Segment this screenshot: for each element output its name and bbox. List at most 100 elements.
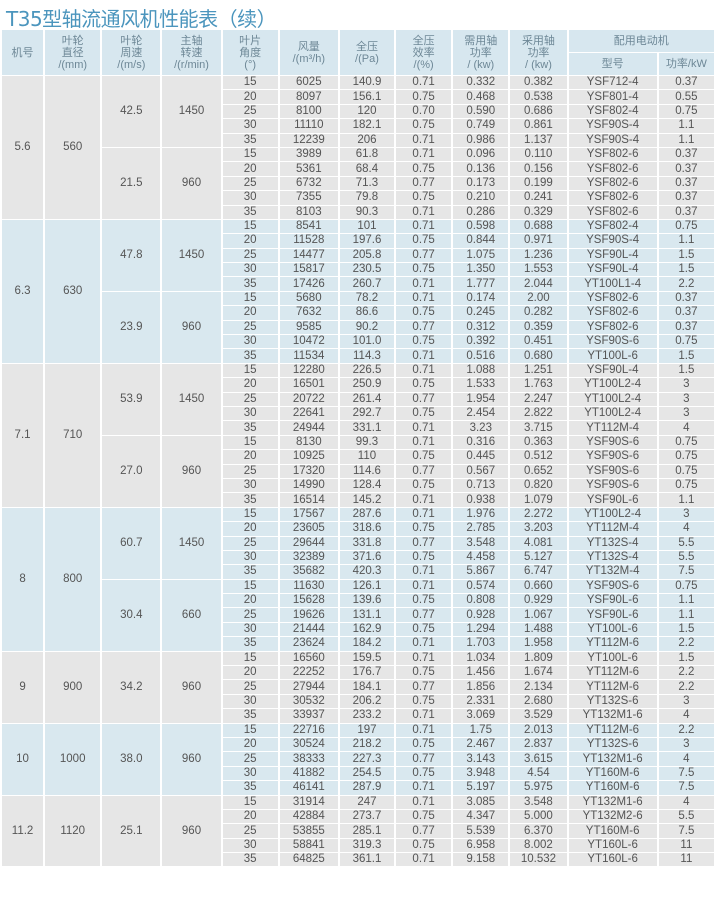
cell-pressure: 206	[339, 133, 395, 147]
cell-efficiency: 0.77	[396, 752, 452, 766]
cell-motor-power: 0.37	[658, 162, 714, 176]
cell-used-power: 1.079	[510, 493, 567, 507]
cell-pressure: 260.7	[339, 277, 395, 291]
cell-motor-model: YSF90S-6	[568, 464, 657, 478]
cell-motor-model: YSF90L-4	[568, 363, 657, 378]
table-row: 25 20722 261.4 0.77 1.954 2.247 YT100L2-4 3	[2, 392, 714, 406]
cell-used-power: 2.00	[510, 291, 567, 306]
cell-flow: 32389	[279, 550, 338, 565]
cell-flow: 22641	[279, 406, 338, 421]
cell-required-power: 4.347	[453, 809, 509, 824]
cell-flow: 33937	[279, 709, 338, 723]
cell-used-power: 3.715	[510, 421, 567, 435]
cell-required-power: 1.856	[453, 680, 509, 694]
table-row: 20 5361 68.4 0.75 0.136 0.156 YSF802-6 0.37	[2, 162, 714, 176]
table-row: 35 23624 184.2 0.71 1.703 1.958 YT112M-6 2.2	[2, 637, 714, 651]
cell-used-power: 6.370	[510, 824, 567, 838]
cell-flow: 29644	[279, 536, 338, 550]
cell-efficiency: 0.75	[396, 594, 452, 608]
cell-pressure: 233.2	[339, 709, 395, 723]
cell-efficiency: 0.75	[396, 335, 452, 349]
cell-used-power: 3.548	[510, 795, 567, 809]
cell-required-power: 3.23	[453, 421, 509, 435]
cell-motor-model: YT112M-4	[568, 522, 657, 536]
cell-flow: 16514	[279, 493, 338, 507]
cell-required-power: 0.574	[453, 579, 509, 594]
cell-required-power: 0.713	[453, 478, 509, 493]
cell-required-power: 1.034	[453, 651, 509, 666]
cell-rpm: 960	[162, 291, 221, 363]
cell-flow: 31914	[279, 795, 338, 809]
table-row: 8 800 60.7 1450 15 17567 287.6 0.71 1.976 2.272 YT…	[2, 507, 714, 651]
cell-efficiency: 0.71	[396, 133, 452, 147]
cell-motor-model: YT100L2-4	[568, 392, 657, 406]
cell-motor-model: YT132S-4	[568, 536, 657, 550]
cell-motor-model: YSF802-6	[568, 191, 657, 205]
cell-efficiency: 0.75	[396, 119, 452, 133]
cell-used-power: 0.820	[510, 478, 567, 493]
cell-angle: 30	[222, 191, 278, 205]
cell-pressure: 371.6	[339, 550, 395, 565]
cell-motor-model: YSF90L-6	[568, 594, 657, 608]
table-row: 25 29644 331.8 0.77 3.548 4.081 YT132S-4 5.5	[2, 536, 714, 550]
cell-efficiency: 0.71	[396, 219, 452, 234]
header-pressure: 全压 /(Pa)	[339, 30, 395, 75]
cell-efficiency: 0.75	[396, 234, 452, 248]
cell-motor-model: YT132M1-6	[568, 752, 657, 766]
cell-rpm: 960	[162, 651, 221, 723]
cell-pressure: 114.3	[339, 349, 395, 363]
cell-motor-model: YT160M-6	[568, 781, 657, 795]
cell-flow: 8100	[279, 104, 338, 119]
cell-efficiency: 0.77	[396, 392, 452, 406]
cell-motor-model: YSF90S-6	[568, 450, 657, 464]
cell-required-power: 0.286	[453, 205, 509, 219]
cell-diameter: 630	[45, 219, 101, 363]
cell-motor-power: 4	[658, 421, 714, 435]
cell-used-power: 2.013	[510, 723, 567, 737]
table-row: 20 16501 250.9 0.75 1.533 1.763 YT100L2-4 3	[2, 378, 714, 392]
cell-motor-model: YSF802-6	[568, 176, 657, 191]
table-row: 30 7355 79.8 0.75 0.210 0.241 YSF802-6 0.37	[2, 191, 714, 205]
cell-angle: 20	[222, 450, 278, 464]
cell-angle: 15	[222, 651, 278, 666]
cell-motor-power: 1.5	[658, 622, 714, 637]
cell-pressure: 79.8	[339, 191, 395, 205]
cell-required-power: 0.316	[453, 435, 509, 450]
cell-motor-power: 0.55	[658, 90, 714, 104]
cell-angle: 15	[222, 76, 278, 90]
cell-motor-power: 1.1	[658, 133, 714, 147]
cell-pressure: 292.7	[339, 406, 395, 421]
cell-motor-power: 4	[658, 522, 714, 536]
cell-efficiency: 0.71	[396, 723, 452, 737]
table-row: 25 17320 114.6 0.77 0.567 0.652 YSF90S-6 0.75	[2, 464, 714, 478]
cell-angle: 20	[222, 522, 278, 536]
cell-efficiency: 0.75	[396, 622, 452, 637]
table-body: 5.6 560 42.5 1450 15 6025 140.9 0.71 0.332 0.382 Y…	[2, 76, 714, 867]
cell-efficiency: 0.75	[396, 306, 452, 320]
cell-motor-power: 0.75	[658, 435, 714, 450]
cell-pressure: 184.2	[339, 637, 395, 651]
cell-motor-model: YSF802-6	[568, 147, 657, 162]
cell-efficiency: 0.71	[396, 147, 452, 162]
cell-pressure: 331.8	[339, 536, 395, 550]
cell-required-power: 0.096	[453, 147, 509, 162]
cell-motor-power: 0.37	[658, 176, 714, 191]
cell-efficiency: 0.75	[396, 737, 452, 752]
cell-motor-power: 1.5	[658, 248, 714, 263]
cell-required-power: 0.590	[453, 104, 509, 119]
cell-angle: 25	[222, 536, 278, 550]
cell-used-power: 2.837	[510, 737, 567, 752]
table-row: 30 22641 292.7 0.75 2.454 2.822 YT100L2-4 3	[2, 406, 714, 421]
cell-motor-model: YT100L2-4	[568, 406, 657, 421]
cell-motor-power: 4	[658, 752, 714, 766]
cell-flow: 17426	[279, 277, 338, 291]
cell-diameter: 900	[45, 651, 101, 723]
cell-pressure: 101	[339, 219, 395, 234]
cell-pressure: 218.2	[339, 737, 395, 752]
cell-required-power: 2.467	[453, 737, 509, 752]
cell-angle: 30	[222, 766, 278, 781]
header-diameter: 叶轮 直径 /(mm)	[45, 30, 101, 75]
table-row: 20 11528 197.6 0.75 0.844 0.971 YSF90S-4 1.1	[2, 234, 714, 248]
cell-pressure: 247	[339, 795, 395, 809]
cell-pressure: 182.1	[339, 119, 395, 133]
